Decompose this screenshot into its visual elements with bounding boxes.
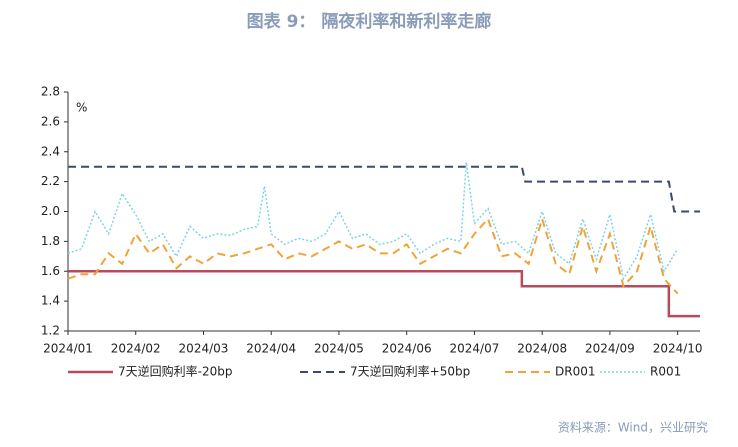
- series-line: [67, 162, 679, 281]
- legend-label: 7天逆回购利率-20bp: [118, 364, 232, 379]
- y-tick-label: 1.6: [41, 264, 60, 278]
- y-tick-label: 2.4: [41, 144, 60, 158]
- x-tick-label: 2024/01: [43, 342, 93, 356]
- y-tick-label: 2.8: [41, 85, 60, 99]
- x-tick-label: 2024/08: [517, 342, 567, 356]
- x-tick-label: 2024/06: [382, 342, 432, 356]
- legend-label: DR001: [555, 365, 595, 379]
- y-tick-label: 1.4: [41, 294, 60, 308]
- chart-title: 图表 9： 隔夜利率和新利率走廊: [247, 11, 492, 32]
- x-tick-label: 2024/05: [314, 342, 364, 356]
- x-tick-label: 2024/02: [111, 342, 161, 356]
- series-line: [68, 165, 700, 213]
- series-line: [68, 270, 700, 318]
- y-tick-label: 2.0: [41, 204, 60, 218]
- x-tick-label: 2024/03: [179, 342, 229, 356]
- series-line: [67, 215, 679, 295]
- y-tick-label: 2.6: [41, 114, 60, 128]
- x-tick-label: 2024/07: [450, 342, 500, 356]
- x-tick-label: 2024/04: [246, 342, 296, 356]
- y-tick-label: 2.2: [41, 174, 60, 188]
- legend-label: 7天逆回购利率+50bp: [350, 364, 470, 379]
- x-tick-label: 2024/10: [653, 342, 703, 356]
- y-tick-label: 1.2: [41, 324, 60, 338]
- y-unit: %: [76, 101, 87, 115]
- x-tick-label: 2024/09: [585, 342, 635, 356]
- y-tick-label: 1.8: [41, 234, 60, 248]
- source: 资料来源：Wind，兴业研究: [558, 420, 708, 435]
- legend-label: R001: [650, 365, 681, 379]
